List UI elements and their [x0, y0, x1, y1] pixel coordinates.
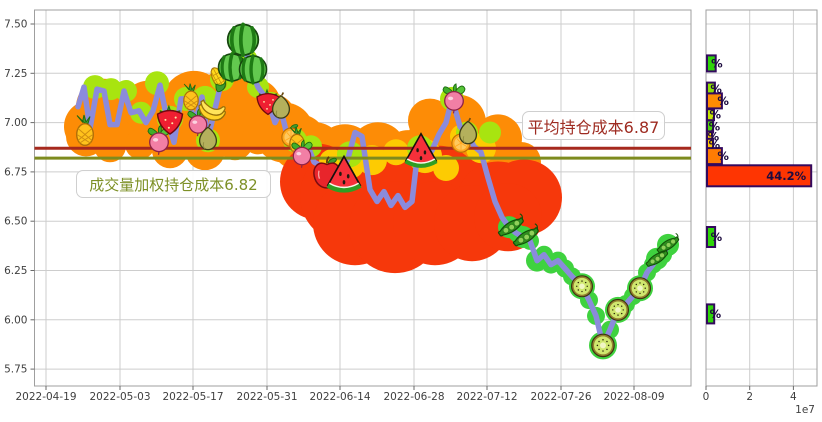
marker-kiwi [606, 298, 630, 321]
y-tick-label: 6.75 [4, 166, 27, 178]
volume-profile-bar-label: % [710, 82, 722, 96]
x-tick-label: 4 [790, 391, 797, 403]
marker-strawberry [156, 104, 184, 135]
avg-cost-annotation: 平均持仓成本6.87 [522, 111, 665, 140]
volume-profile-bar-label: % [717, 94, 729, 108]
x-tick-label: 0 [703, 391, 710, 403]
volume-profile-bar [706, 164, 813, 188]
marker-watermelon [226, 22, 260, 58]
volume-profile-bar-label: % [711, 56, 723, 70]
volume-bubble [479, 121, 501, 144]
y-tick-label: 6.50 [4, 216, 27, 228]
volume-profile-bar [706, 303, 716, 325]
main-panel-border [34, 9, 692, 387]
volume-profile-bar-label: % [711, 230, 723, 244]
marker-pear [458, 117, 478, 145]
marker-pear [271, 92, 291, 119]
x-tick-label: 2022-06-14 [309, 391, 370, 403]
marker-pineapple [75, 114, 95, 147]
marker-radish [291, 139, 313, 168]
volume-profile-bar [706, 226, 717, 248]
volume-profile-bar [706, 54, 717, 73]
volume-profile-bar-label: % [709, 137, 721, 151]
vwap-cost-annotation: 成交量加权持仓成本6.82 [76, 170, 271, 198]
marker-kiwi [591, 333, 615, 358]
marker-peas [512, 223, 539, 247]
x-tick-label: 2022-04-19 [15, 391, 76, 403]
marker-pear [198, 123, 218, 151]
marker-radish [147, 124, 171, 155]
marker-peas [497, 213, 524, 237]
volume-bubble [242, 122, 274, 155]
x-tick-label: 2022-07-26 [530, 391, 591, 403]
marker-wslice [404, 132, 438, 168]
marker-banana [198, 99, 226, 121]
x-tick-label: 2 [746, 391, 753, 403]
volume-profile-bar-label: % [717, 149, 729, 163]
price-line [75, 37, 671, 349]
marker-kiwi [570, 275, 594, 298]
marker-pineapple [183, 83, 199, 111]
volume-profile-bar-label: % [708, 129, 720, 143]
volume-profile-bar-label: % [709, 120, 721, 134]
volume-profile-bar-label: % [709, 108, 721, 122]
x-tick-label: 2022-05-03 [89, 391, 150, 403]
y-tick-label: 6.25 [4, 265, 27, 277]
marker-wslice [326, 154, 362, 193]
y-tick-label: 6.00 [4, 314, 27, 326]
volume-bubble [125, 129, 155, 160]
x-tick-label: 2022-05-17 [162, 391, 223, 403]
marker-kiwi [628, 277, 652, 300]
y-tick-label: 7.25 [4, 68, 27, 80]
marker-peas [656, 233, 680, 254]
x-tick-label: 2022-07-12 [456, 391, 517, 403]
x-tick-label: 2022-06-28 [383, 391, 444, 403]
volume-profile-bar-label: 44.2% [766, 169, 806, 183]
x-tick-label: 2022-08-09 [603, 391, 664, 403]
marker-radish [442, 83, 466, 114]
volume-panel-border [705, 9, 818, 387]
y-tick-label: 7.50 [4, 19, 27, 31]
x-tick-label: 2022-05-31 [236, 391, 297, 403]
volume-bubble [433, 155, 459, 181]
x-axis-scale-label: 1e7 [795, 404, 815, 416]
y-tick-label: 5.75 [4, 364, 27, 376]
volume-profile-bar [706, 147, 723, 166]
marker-watermelon [238, 54, 268, 85]
volume-profile-bar-label: % [710, 307, 722, 321]
y-tick-label: 7.00 [4, 117, 27, 129]
